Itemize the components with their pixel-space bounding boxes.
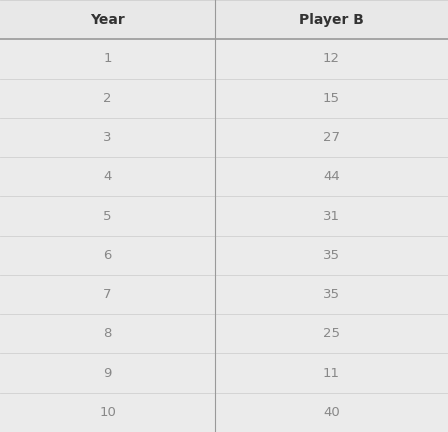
Text: 27: 27 — [323, 131, 340, 144]
Bar — [215, 353, 448, 393]
Bar — [215, 275, 448, 314]
Text: 8: 8 — [103, 327, 112, 340]
Bar — [0, 39, 215, 79]
Text: 9: 9 — [103, 367, 112, 380]
Bar — [215, 39, 448, 79]
Text: 35: 35 — [323, 288, 340, 301]
Bar — [215, 197, 448, 235]
Bar — [215, 314, 448, 353]
Bar — [215, 235, 448, 275]
Text: 11: 11 — [323, 367, 340, 380]
Bar — [0, 393, 215, 432]
Bar — [0, 197, 215, 235]
Bar — [0, 118, 215, 157]
Bar — [215, 79, 448, 118]
Text: 1: 1 — [103, 52, 112, 65]
Text: 7: 7 — [103, 288, 112, 301]
Bar — [215, 393, 448, 432]
Bar — [0, 275, 215, 314]
Text: 12: 12 — [323, 52, 340, 65]
Text: Year: Year — [90, 13, 125, 27]
Text: 44: 44 — [323, 170, 340, 183]
Bar — [0, 79, 215, 118]
Text: 5: 5 — [103, 210, 112, 222]
Text: 31: 31 — [323, 210, 340, 222]
Bar — [0, 235, 215, 275]
Text: 35: 35 — [323, 249, 340, 262]
Bar — [215, 0, 448, 39]
Bar — [0, 0, 215, 39]
Bar — [0, 353, 215, 393]
Text: 4: 4 — [103, 170, 112, 183]
Bar — [0, 314, 215, 353]
Bar — [215, 118, 448, 157]
Text: 10: 10 — [99, 406, 116, 419]
Text: Player B: Player B — [299, 13, 364, 27]
Text: 3: 3 — [103, 131, 112, 144]
Text: 6: 6 — [103, 249, 112, 262]
Bar — [0, 157, 215, 197]
Text: 25: 25 — [323, 327, 340, 340]
Text: 2: 2 — [103, 92, 112, 105]
Text: 15: 15 — [323, 92, 340, 105]
Bar — [215, 157, 448, 197]
Text: 40: 40 — [323, 406, 340, 419]
